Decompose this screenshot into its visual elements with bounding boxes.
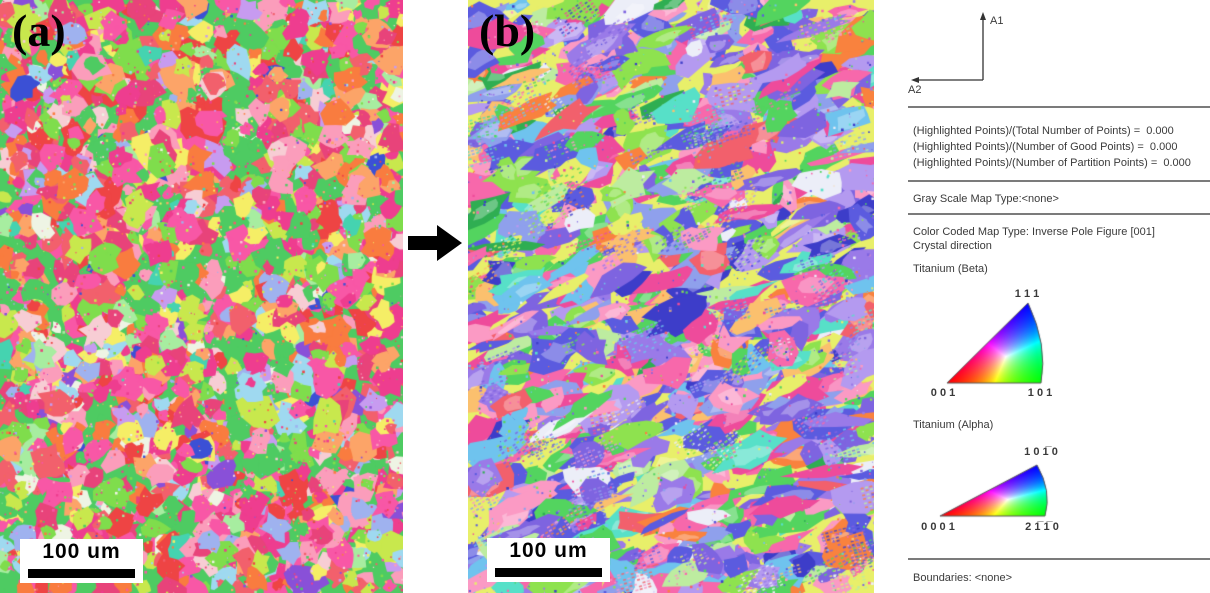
transform-arrow-icon: [408, 225, 462, 261]
gray-scale-map-type: Gray Scale Map Type:<none>: [913, 193, 1059, 205]
ebsd-map-panel-a: [0, 0, 403, 593]
scalebar-a-bar: [28, 569, 135, 578]
legend-separator-4: [908, 558, 1210, 560]
stats-good-points: (Highlighted Points)/(Number of Good Poi…: [913, 141, 1178, 153]
ipf-triangle-beta: [938, 299, 1046, 387]
titanium-beta-title: Titanium (Beta): [913, 263, 988, 275]
a1-a2-axes-icon: [911, 12, 986, 83]
legend-separator-1: [908, 106, 1210, 108]
alpha-1010-label: 1 0 1̅ 0: [1024, 446, 1058, 458]
crystal-direction-label: Crystal direction: [913, 240, 992, 252]
stats-total-points: (Highlighted Points)/(Total Number of Po…: [913, 125, 1174, 137]
panel-a-label: (a): [12, 5, 66, 56]
axis-a1-label: A1: [990, 15, 1004, 27]
beta-111-label: 1 1 1: [1014, 288, 1040, 300]
alpha-0001-label: 0 0 0 1: [921, 521, 955, 533]
legend-separator-3: [908, 213, 1210, 215]
ipf-triangle-alpha: [936, 461, 1054, 519]
scalebar-b-text: 100 um: [509, 539, 588, 562]
scalebar-a: 100 um: [20, 539, 143, 583]
panel-b-label: (b): [479, 5, 536, 56]
scalebar-b-bar: [495, 568, 602, 577]
axis-a2-label: A2: [908, 84, 922, 96]
ebsd-map-panel-b: [468, 0, 874, 593]
boundaries-label: Boundaries: <none>: [913, 572, 1013, 584]
stats-partition-points: (Highlighted Points)/(Number of Partitio…: [913, 157, 1191, 169]
scalebar-a-text: 100 um: [42, 540, 121, 563]
legend-separator-2: [908, 180, 1210, 182]
scalebar-b: 100 um: [487, 538, 610, 582]
color-coded-map-type: Color Coded Map Type: Inverse Pole Figur…: [913, 226, 1155, 238]
beta-101-label: 1 0 1: [1027, 387, 1053, 399]
alpha-2110-label: 2 1̅ 1̅ 0: [1025, 521, 1059, 533]
beta-001-label: 0 0 1: [930, 387, 956, 399]
titanium-alpha-title: Titanium (Alpha): [913, 419, 994, 431]
